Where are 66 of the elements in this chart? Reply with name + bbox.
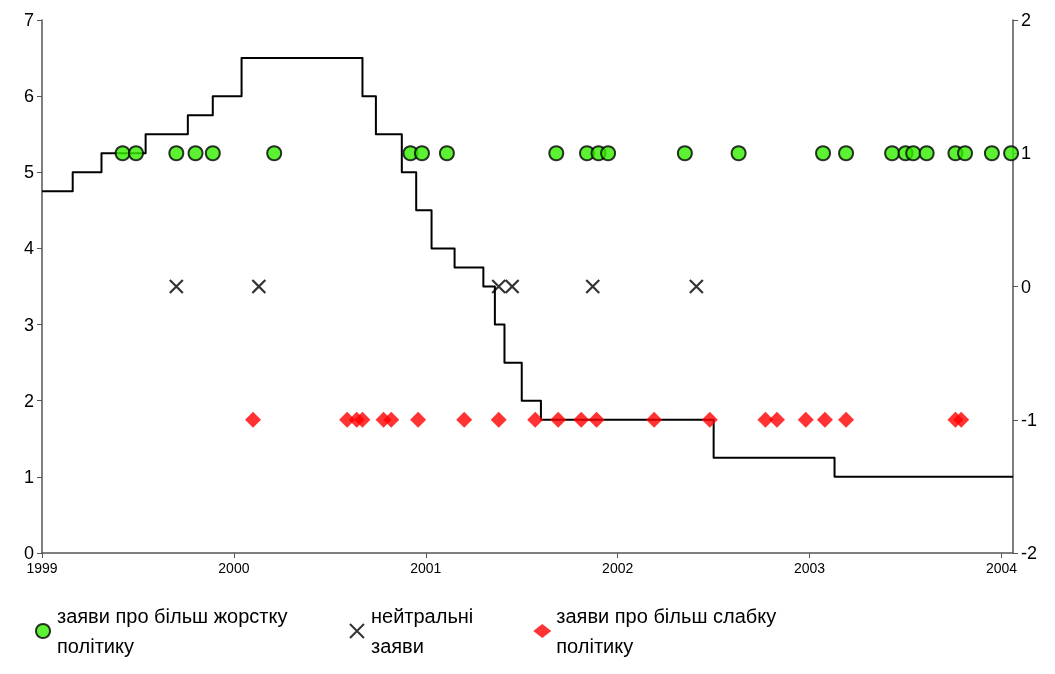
x-tick-label: 2004	[985, 560, 1018, 576]
point	[816, 411, 833, 428]
point	[168, 145, 185, 162]
y2-tick-label: 2	[1021, 10, 1032, 30]
point	[383, 411, 400, 428]
point	[797, 411, 814, 428]
point	[266, 145, 283, 162]
y-tick-label: 1	[23, 466, 34, 487]
point	[354, 411, 371, 428]
y-tick-label: 3	[23, 314, 34, 335]
point	[588, 411, 605, 428]
point	[600, 145, 617, 162]
legend-label: нейтральні заяви	[370, 605, 474, 657]
x-tick-label: 2003	[794, 560, 826, 576]
point	[490, 411, 507, 428]
y2-tick-label: 0	[1021, 276, 1032, 297]
legend-label: заяви про більш жорстку політику	[57, 605, 288, 657]
point	[491, 278, 507, 295]
point	[815, 145, 832, 162]
point	[438, 145, 455, 162]
point	[884, 145, 901, 162]
x-tick-label: 2001	[410, 560, 442, 576]
point	[251, 278, 267, 295]
y-tick-label: 2	[23, 390, 34, 411]
point	[573, 411, 590, 428]
point	[953, 411, 970, 428]
point	[688, 278, 704, 295]
point	[410, 411, 427, 428]
y2-tick-label: -2	[1021, 543, 1038, 563]
point	[983, 145, 1000, 162]
point	[504, 278, 520, 295]
x-tick-label: 1999	[26, 560, 58, 576]
point	[918, 145, 935, 162]
y-tick-label: 6	[23, 86, 34, 107]
point	[585, 278, 601, 295]
point	[757, 411, 774, 428]
point	[957, 145, 974, 162]
point	[838, 411, 855, 428]
x-tick-label: 2002	[602, 560, 634, 576]
point	[1003, 145, 1020, 162]
point	[646, 411, 663, 428]
y-tick-label: 0	[23, 543, 34, 563]
point	[168, 278, 184, 295]
y2-tick-label: 1	[1021, 143, 1032, 164]
point	[676, 145, 693, 162]
point	[204, 145, 221, 162]
y-tick-label: 5	[23, 162, 34, 183]
point	[128, 145, 145, 162]
point	[730, 145, 747, 162]
point	[548, 145, 565, 162]
point	[413, 145, 430, 162]
point	[527, 411, 544, 428]
point	[768, 411, 785, 428]
point	[701, 411, 718, 428]
legend-label: заяви про більш слабку політику	[556, 605, 777, 657]
point	[550, 411, 567, 428]
x-tick-label: 2000	[218, 560, 250, 576]
point	[114, 145, 131, 162]
y-tick-label: 7	[23, 10, 34, 30]
point	[905, 145, 922, 162]
y2-tick-label: -1	[1021, 409, 1038, 430]
point	[187, 145, 204, 162]
point	[456, 411, 473, 428]
point	[838, 145, 855, 162]
y-tick-label: 4	[23, 238, 34, 259]
point	[245, 411, 262, 428]
